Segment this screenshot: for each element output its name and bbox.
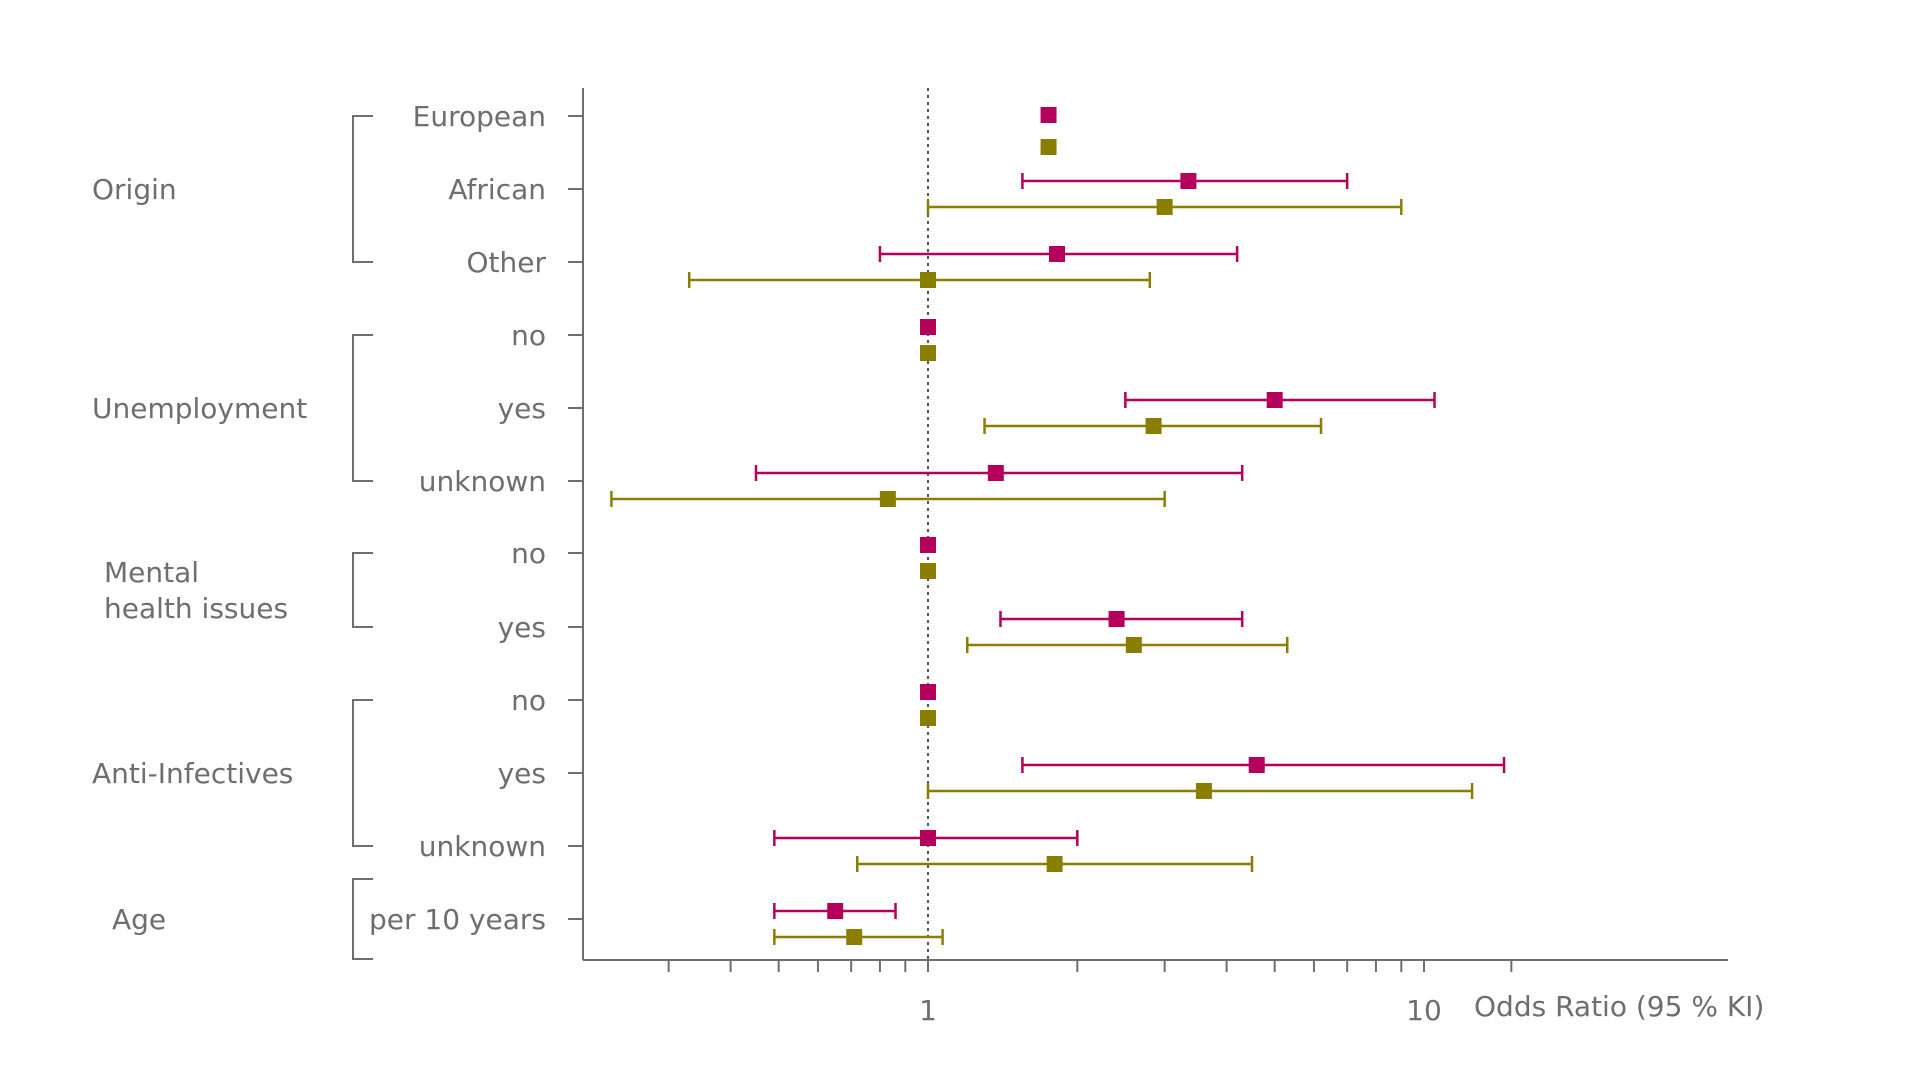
point-estimate-square bbox=[920, 684, 936, 700]
x-tick-label: 10 bbox=[1406, 994, 1442, 1027]
group-bracket bbox=[352, 115, 373, 263]
row-label: no bbox=[511, 684, 546, 717]
group-bracket bbox=[352, 552, 373, 628]
point-estimate-square bbox=[1248, 757, 1265, 773]
row-label: per 10 years bbox=[369, 903, 546, 936]
group-label: Age bbox=[112, 903, 166, 936]
point-estimate-square bbox=[920, 830, 936, 846]
group-bracket bbox=[352, 878, 373, 960]
point-estimate-square bbox=[920, 710, 936, 726]
point-estimate-square bbox=[987, 465, 1004, 481]
point-estimate-square bbox=[920, 345, 936, 361]
x-axis-label: Odds Ratio (95 % KI) bbox=[1474, 990, 1764, 1023]
row-label: no bbox=[511, 319, 546, 352]
row-label: Other bbox=[466, 246, 546, 279]
group-bracket bbox=[352, 699, 373, 847]
point-estimate-square bbox=[1195, 783, 1212, 799]
row-label: yes bbox=[498, 757, 546, 790]
group-label: Mental bbox=[104, 556, 199, 589]
point-estimate-square bbox=[920, 537, 936, 553]
point-estimate-square bbox=[846, 929, 863, 945]
x-tick-label: 1 bbox=[919, 994, 937, 1027]
point-estimate-square bbox=[1180, 173, 1197, 189]
point-estimate-square bbox=[879, 491, 896, 507]
row-label: no bbox=[511, 537, 546, 570]
row-label: European bbox=[413, 100, 546, 133]
point-estimate-square bbox=[827, 903, 844, 919]
row-label: unknown bbox=[419, 830, 546, 863]
point-estimate-square bbox=[1040, 107, 1057, 123]
row-label: yes bbox=[498, 611, 546, 644]
group-bracket bbox=[352, 334, 373, 482]
point-estimate-square bbox=[1048, 246, 1065, 262]
point-estimate-square bbox=[1156, 199, 1173, 215]
point-estimate-square bbox=[920, 563, 936, 579]
point-estimate-square bbox=[920, 272, 936, 288]
point-estimate-square bbox=[1125, 637, 1142, 653]
point-estimate-square bbox=[1266, 392, 1283, 408]
row-label: African bbox=[448, 173, 546, 206]
group-label: health issues bbox=[104, 592, 288, 625]
point-estimate-square bbox=[1145, 418, 1162, 434]
group-label: Unemployment bbox=[92, 392, 307, 425]
point-estimate-square bbox=[1046, 856, 1063, 872]
point-estimate-square bbox=[1108, 611, 1125, 627]
row-label: yes bbox=[498, 392, 546, 425]
group-label: Anti-Infectives bbox=[92, 757, 293, 790]
row-label: unknown bbox=[419, 465, 546, 498]
group-label: Origin bbox=[92, 173, 177, 206]
point-estimate-square bbox=[920, 319, 936, 335]
point-estimate-square bbox=[1040, 139, 1057, 155]
